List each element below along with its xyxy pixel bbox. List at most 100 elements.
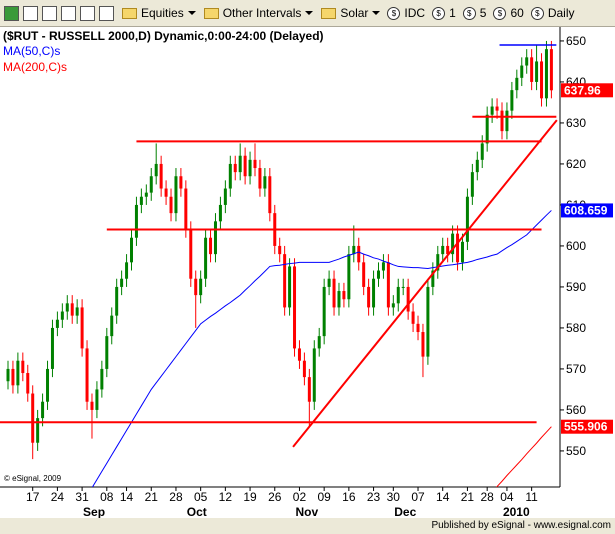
candle-body xyxy=(90,401,94,410)
candle-body xyxy=(213,221,217,255)
candle-body xyxy=(377,270,380,279)
candle-body xyxy=(100,368,104,390)
candle-body xyxy=(278,245,282,255)
x-month-label: Dec xyxy=(394,505,416,518)
menu[interactable]: Other Intervals xyxy=(203,6,314,20)
x-tick-label: 02 xyxy=(293,490,307,504)
copyright: © eSignal, 2009 xyxy=(4,474,62,483)
candle-body xyxy=(401,286,405,288)
x-tick-label: 30 xyxy=(387,490,401,504)
candle-body xyxy=(530,57,534,82)
candle-body xyxy=(327,278,331,287)
x-tick-label: 09 xyxy=(317,490,331,504)
candle-body xyxy=(50,327,54,369)
candle-body xyxy=(105,336,109,369)
y-tick-label: 620 xyxy=(566,157,586,171)
x-tick-label: 16 xyxy=(342,490,356,504)
x-month-label: Nov xyxy=(295,505,318,518)
toolbar-icon[interactable] xyxy=(42,5,57,21)
candle-body xyxy=(238,155,242,173)
candle-body xyxy=(223,188,227,205)
candle-body xyxy=(490,106,494,115)
candle-body xyxy=(381,262,385,271)
interval[interactable]: $5 xyxy=(462,6,486,20)
candle-body xyxy=(95,389,99,410)
candle-body xyxy=(243,155,247,177)
chart-background xyxy=(0,27,615,518)
candle-body xyxy=(460,241,464,263)
toolbar-icon[interactable] xyxy=(23,5,38,21)
footer-text: Published by eSignal - www.esignal.com xyxy=(431,520,611,531)
candle-body xyxy=(6,368,10,382)
candle-body xyxy=(159,163,163,189)
toolbar-icon[interactable] xyxy=(99,5,114,21)
candle-body xyxy=(540,61,544,99)
candle-body xyxy=(322,286,326,337)
menu[interactable]: Solar xyxy=(321,6,381,20)
candle-body xyxy=(317,336,321,349)
menu[interactable]: Equities xyxy=(122,6,196,20)
x-tick-label: 31 xyxy=(75,490,89,504)
toolbar-icon[interactable] xyxy=(80,5,95,21)
interval-label: 60 xyxy=(510,6,524,20)
candle-body xyxy=(228,163,232,189)
interval[interactable]: $60 xyxy=(493,6,524,20)
y-tick-label: 550 xyxy=(566,444,586,458)
y-tick-label: 600 xyxy=(566,239,586,253)
candle-body xyxy=(416,323,420,333)
candle-body xyxy=(36,418,40,443)
toolbar: Equities Other Intervals Solar $ IDC $1 $… xyxy=(0,0,615,27)
menu-label: Other Intervals xyxy=(222,6,302,20)
candle-body xyxy=(446,245,450,255)
candle-body xyxy=(154,163,158,177)
candle-body xyxy=(352,245,356,255)
candle-body xyxy=(120,278,124,287)
interval[interactable]: $ IDC xyxy=(387,6,425,20)
candle-body xyxy=(515,77,519,91)
candle-body xyxy=(21,360,25,374)
candle-body xyxy=(283,254,287,308)
interval[interactable]: $ Daily xyxy=(530,6,575,20)
candle-body xyxy=(312,348,316,402)
x-tick-label: 12 xyxy=(219,490,233,504)
candle-body xyxy=(144,192,148,197)
candle-body xyxy=(65,303,69,312)
candle-body xyxy=(85,348,89,402)
x-tick-label: 19 xyxy=(243,490,257,504)
y-tick-label: 650 xyxy=(566,34,586,48)
y-tick-label: 630 xyxy=(566,116,586,130)
x-tick-label: 23 xyxy=(367,490,381,504)
candle-body xyxy=(525,57,529,66)
candle-body xyxy=(199,278,203,296)
last-value-box xyxy=(561,419,613,434)
x-tick-label: 24 xyxy=(51,490,65,504)
candle-body xyxy=(456,233,460,263)
x-month-label: Oct xyxy=(187,505,207,518)
candle-body xyxy=(139,196,143,205)
candle-body xyxy=(480,143,484,160)
candle-body xyxy=(549,49,553,91)
candle-body xyxy=(204,237,208,279)
x-tick-label: 28 xyxy=(169,490,183,504)
toolbar-icon[interactable] xyxy=(4,5,19,21)
menu-label: Equities xyxy=(141,6,184,20)
interval[interactable]: $1 xyxy=(432,6,456,20)
candle-body xyxy=(41,401,45,419)
candle-body xyxy=(55,319,59,328)
toolbar-icon[interactable] xyxy=(61,5,76,21)
overlay: 5505605705805906006106206306406501724310… xyxy=(26,34,613,518)
x-tick-label: 17 xyxy=(26,490,40,504)
x-month-label: Sep xyxy=(83,505,105,518)
candle-body xyxy=(26,373,30,394)
x-tick-label: 08 xyxy=(100,490,114,504)
x-tick-label: 21 xyxy=(145,490,159,504)
candle-body xyxy=(500,110,504,132)
x-tick-label: 07 xyxy=(411,490,425,504)
candle-body xyxy=(130,237,133,263)
candle-body xyxy=(367,286,371,308)
candle-body xyxy=(297,348,301,361)
candle-body xyxy=(209,237,213,255)
candle-body xyxy=(288,266,292,308)
y-tick-label: 580 xyxy=(566,321,586,335)
last-value-box xyxy=(561,83,613,98)
